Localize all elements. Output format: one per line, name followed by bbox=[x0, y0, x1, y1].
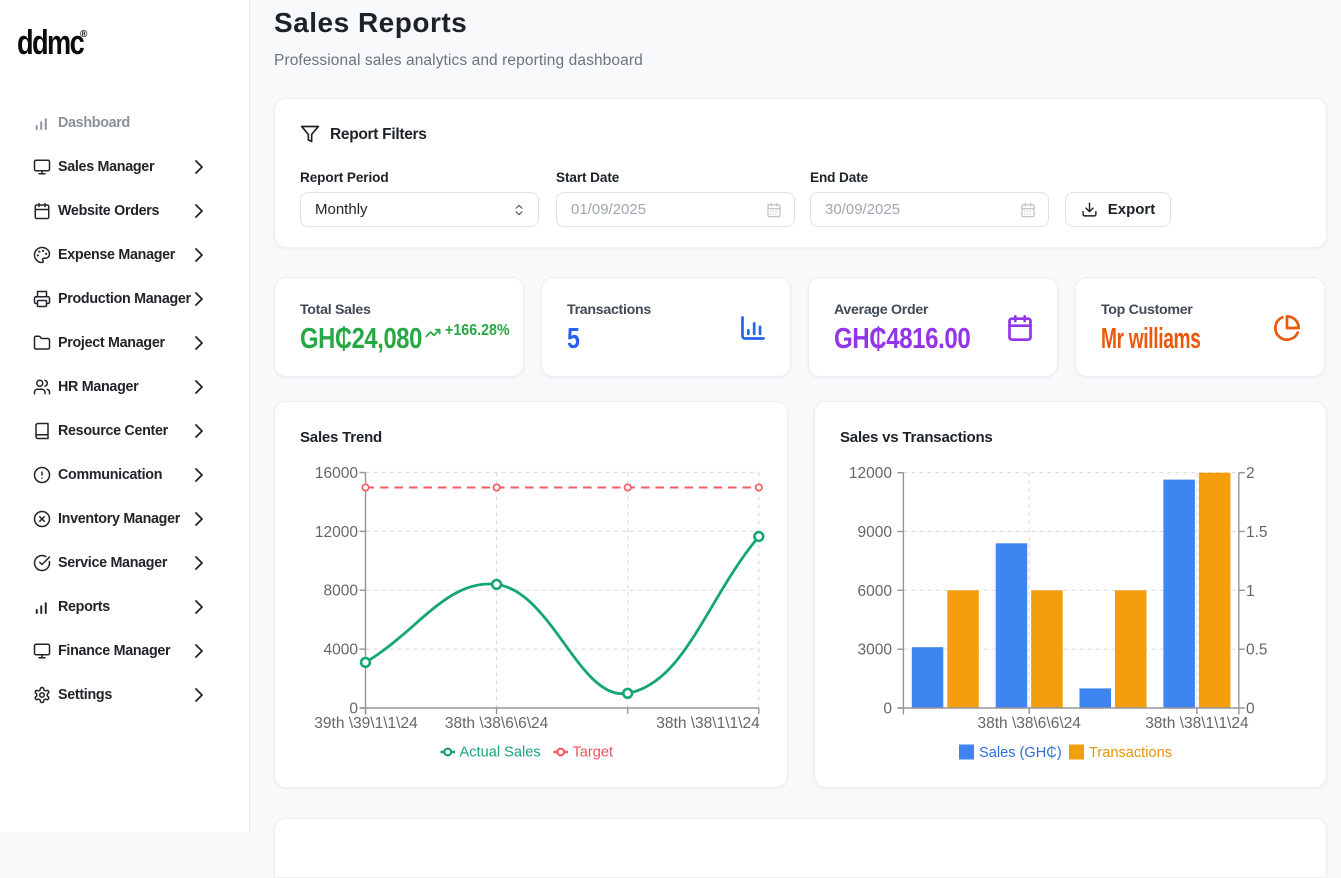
svg-text:Transactions: Transactions bbox=[1089, 745, 1172, 761]
svg-text:Target: Target bbox=[573, 745, 614, 761]
svg-text:38th \38\1\1\24: 38th \38\1\1\24 bbox=[656, 715, 760, 732]
svg-text:0: 0 bbox=[883, 701, 892, 718]
svg-text:8000: 8000 bbox=[324, 583, 359, 600]
svg-text:4000: 4000 bbox=[324, 642, 359, 659]
svg-text:Actual Sales: Actual Sales bbox=[460, 745, 541, 761]
svg-text:Sales (GH₵): Sales (GH₵) bbox=[979, 745, 1062, 761]
svg-text:12000: 12000 bbox=[849, 465, 892, 482]
svg-text:38th \38\6\6\24: 38th \38\6\6\24 bbox=[445, 715, 549, 732]
svg-text:2: 2 bbox=[1246, 465, 1255, 482]
svg-text:12000: 12000 bbox=[315, 524, 358, 541]
svg-text:0: 0 bbox=[349, 701, 358, 718]
svg-text:39th \39\1\1\24: 39th \39\1\1\24 bbox=[314, 715, 418, 732]
svg-text:16000: 16000 bbox=[315, 465, 358, 482]
svg-text:9000: 9000 bbox=[858, 524, 893, 541]
svg-text:1: 1 bbox=[1246, 583, 1255, 600]
svg-text:0.5: 0.5 bbox=[1246, 642, 1268, 659]
svg-text:1.5: 1.5 bbox=[1246, 524, 1268, 541]
svg-text:38th \38\1\1\24: 38th \38\1\1\24 bbox=[1145, 715, 1249, 732]
svg-text:6000: 6000 bbox=[858, 583, 893, 600]
svg-text:0: 0 bbox=[1246, 701, 1255, 718]
svg-text:38th \38\6\6\24: 38th \38\6\6\24 bbox=[977, 715, 1081, 732]
svg-text:3000: 3000 bbox=[858, 642, 893, 659]
